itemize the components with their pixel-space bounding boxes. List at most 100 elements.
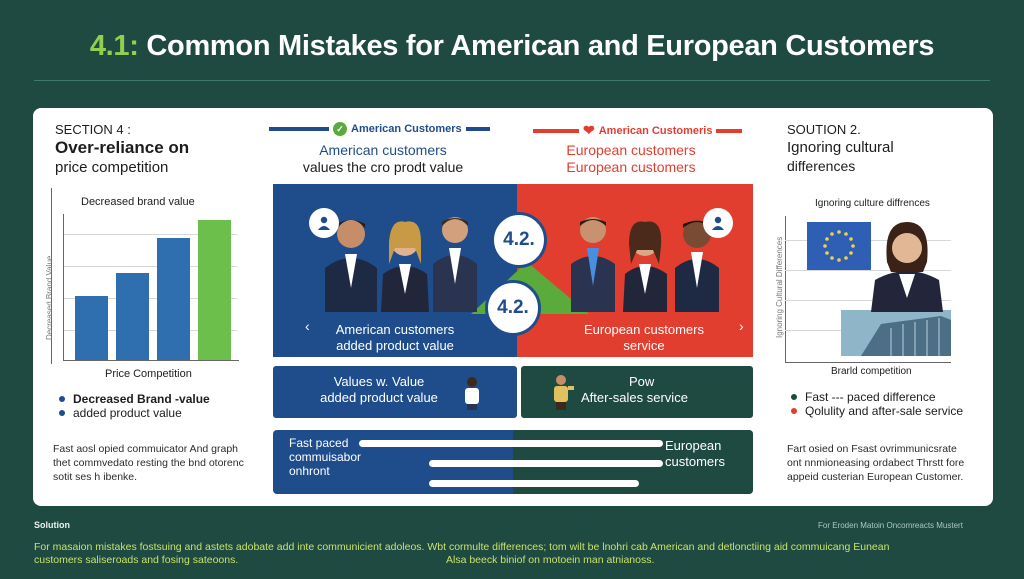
left-legend-item-1: Decreased Brand -value <box>59 392 210 406</box>
progress-bar <box>429 480 639 487</box>
american-header-bar <box>269 127 329 131</box>
presenter-figure-left <box>465 377 479 410</box>
user-icon <box>712 216 724 230</box>
values-panel-line: added product value <box>320 390 438 405</box>
right-x-axis-label: Brarld competition <box>831 366 912 377</box>
legend-label: Fast --- paced difference <box>805 390 936 404</box>
bottom-left-line: Fast paced <box>289 436 349 450</box>
right-paragraph-line: Fart osied on Fsast ovrimmunicsrate <box>787 443 957 455</box>
chart-bar <box>198 220 231 360</box>
after-sales-panel-text: Pow After-sales service <box>581 374 693 406</box>
footer-right-note: For Eroden Matoin Oncomreacts Mustert <box>818 521 963 530</box>
right-y-axis-label: Ignoring Cultural Differences <box>775 236 784 338</box>
left-paragraph-line: Fast aosl opied commuicator And graph <box>53 443 239 455</box>
infographic-card: SECTION 4 : Over-reliance on price compe… <box>33 108 993 506</box>
legend-dot <box>791 408 797 414</box>
right-section-label: SOUTION 2. <box>787 122 861 137</box>
european-header-bar-right <box>716 128 743 133</box>
title-divider <box>34 80 990 81</box>
american-subtitle-line: values the cro prodt value <box>302 159 464 175</box>
eu-flag-icon <box>807 222 871 270</box>
european-header-label: American Customeris <box>598 124 713 137</box>
american-panel-text: American customers added product value <box>327 322 463 354</box>
after-sales-panel-line: After-sales service <box>581 390 688 405</box>
legend-dot <box>59 410 65 416</box>
european-panel-line: European customers <box>584 322 704 337</box>
left-chart-title: Decreased brand value <box>81 196 195 208</box>
user-icon <box>318 216 330 230</box>
european-user-icon <box>703 208 733 238</box>
american-header: ✓ American Customers <box>269 122 490 136</box>
right-paragraph-line: appeid custerian European Customer. <box>787 471 964 483</box>
legend-label: added product value <box>73 406 182 420</box>
footer-line-2-mid: Alsa beeck biniof on motoein man atniano… <box>446 554 655 566</box>
right-legend-item-1: Fast --- paced difference <box>791 390 936 404</box>
gridline <box>785 270 951 271</box>
legend-label: Decreased Brand -value <box>73 392 210 406</box>
american-panel-line: added product value <box>336 338 454 353</box>
right-heading: Ignoring cultural <box>787 139 894 156</box>
building-image <box>841 310 951 356</box>
left-paragraph: Fast aosl opied commuicator And graph th… <box>53 442 244 484</box>
right-chart-title: Ignoring culture diffrences <box>815 198 930 209</box>
chevron-right-icon: › <box>739 318 744 334</box>
left-y-axis <box>63 214 64 360</box>
legend-dot <box>59 396 65 402</box>
american-people-illustration <box>325 217 477 312</box>
title-number: 4.1: <box>89 30 139 62</box>
right-y-axis <box>785 216 786 362</box>
page-title: 4.1: Common Mistakes for American and Eu… <box>0 30 1024 63</box>
bottom-left-line: commuisabor <box>289 450 362 464</box>
right-paragraph-line: ont nnmioneasing ordabect Thrstt fore <box>787 457 965 469</box>
chart-bar <box>157 238 190 360</box>
footer-label: Solution <box>34 520 70 530</box>
presenter-figure-right <box>554 375 574 410</box>
left-paragraph-line: thet commvedato resting the bnd otorenc <box>53 457 244 469</box>
american-header-label: American Customers <box>351 123 462 135</box>
chevron-left-icon: ‹ <box>305 318 310 334</box>
legend-label: Qolulity and after-sale service <box>805 404 964 418</box>
european-panel-line: service <box>623 338 665 353</box>
right-legend-item-2: Qolulity and after-sale service <box>791 404 963 418</box>
footer-line-2-left: customers saliseroads and fosing sateoon… <box>34 554 239 566</box>
american-panel-line: American customers <box>335 322 455 337</box>
european-subtitle: European customers European customers <box>541 142 721 176</box>
european-header: ❤ American Customeris <box>533 122 743 139</box>
gridline <box>63 330 237 331</box>
european-people-illustration <box>571 217 719 312</box>
american-user-icon <box>309 208 339 238</box>
left-paragraph-line: sotit ses h ibenke. <box>53 471 138 483</box>
progress-bar <box>359 440 663 447</box>
chart-bar <box>116 273 149 360</box>
title-text: Common Mistakes for American and Europea… <box>146 30 935 62</box>
european-header-bar <box>533 128 579 133</box>
bottom-left-line: onhront <box>289 464 330 478</box>
left-y-axis-label: Decreased Brand Value <box>45 255 54 340</box>
american-subtitle: American customers values the cro prodt … <box>283 142 483 176</box>
left-x-axis <box>63 360 239 361</box>
right-subheading: differences <box>787 158 856 174</box>
gridline <box>785 300 951 301</box>
left-legend-item-2: added product value <box>59 406 182 420</box>
bottom-right-text: European customers <box>665 438 745 470</box>
bottom-right-line: customers <box>665 454 725 469</box>
step-circle-middle: 4.2. <box>485 280 541 336</box>
footer-line-1: For masaion mistakes fostsuing and astet… <box>34 541 890 553</box>
gridline <box>63 266 237 267</box>
values-panel-text: Values w. Value added product value <box>309 374 449 406</box>
step-circle-top: 4.2. <box>491 212 547 268</box>
american-header-bar-right <box>465 127 490 131</box>
left-divider <box>51 188 52 364</box>
after-sales-panel-line: Pow <box>629 374 655 389</box>
european-panel-text: European customers service <box>569 322 719 354</box>
values-panel-line: Values w. Value <box>333 374 425 389</box>
legend-dot <box>791 394 797 400</box>
left-subheading: price competition <box>55 159 169 176</box>
gridline <box>63 234 237 235</box>
right-x-axis <box>785 362 951 363</box>
american-flag-icon: ✓ <box>333 122 347 136</box>
bottom-right-line: European <box>665 438 722 453</box>
european-subtitle-line: European customers <box>566 159 696 175</box>
chart-bar <box>75 296 108 360</box>
heart-icon: ❤ <box>583 122 595 138</box>
